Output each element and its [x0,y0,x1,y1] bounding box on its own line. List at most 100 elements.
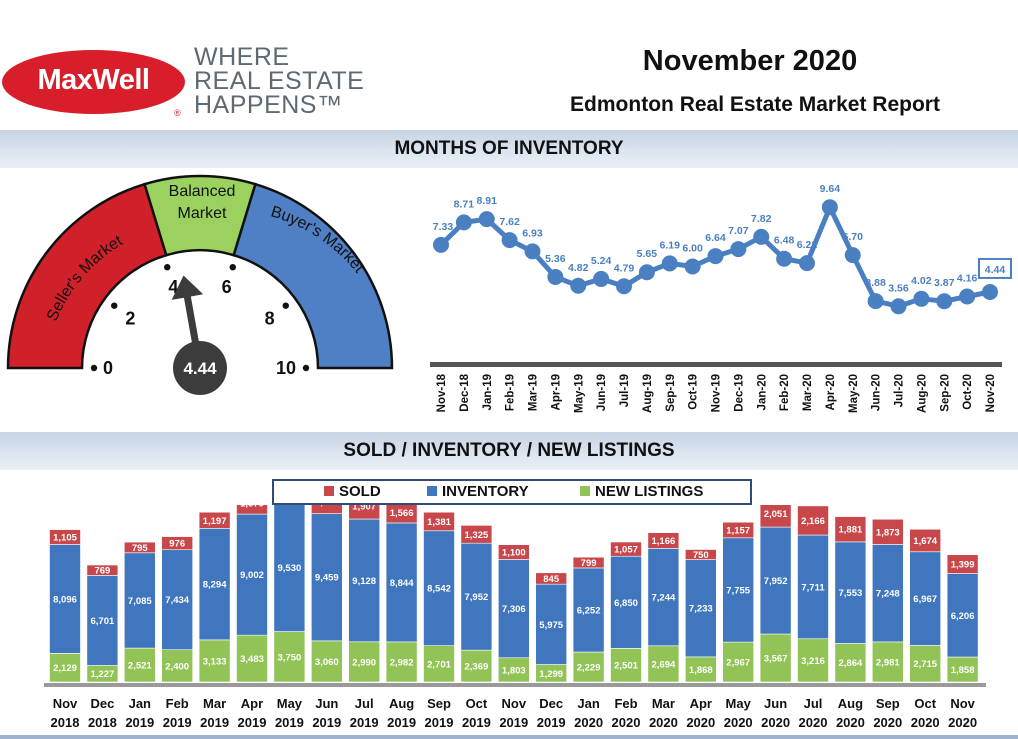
bar-segment-inventory [273,505,306,632]
line-x-tick-label: Nov-18 [436,373,448,412]
bar-segment-new-listings [236,634,268,683]
bar-value-label: 1,105 [53,533,77,544]
line-data-label: 6.93 [522,227,543,239]
line-x-tick-label: Feb-19 [505,374,517,411]
line-x-tick-label: Sep-19 [665,374,677,412]
legend-swatch-new-listings [580,486,590,496]
bar-x-month-label: Jul [804,696,823,711]
bar-segment-sold [647,532,680,549]
bar-value-label: 1,197 [203,516,227,527]
bar-chart-x-labels: Nov 2018 Dec 2018 Jan 2019 Feb 2019 Mar 2019 Apr 20… [51,696,978,730]
bar-x-year-label: 2019 [425,715,454,730]
line-data-label: 5.36 [545,253,566,265]
bar-segment-inventory [610,555,642,649]
bar-x-month-label: Mar [203,696,226,711]
gauge-needle: 4.44 [171,275,227,395]
line-point [593,270,610,287]
legend-item-inventory: INVENTORY [427,483,529,500]
bar-value-label: 1,804 [315,505,339,508]
bar-value-label: 6,252 [577,605,601,616]
bar-value-label: 1,907 [352,505,376,513]
bar-value-label: 9,459 [315,573,339,584]
bar-value-label: 6,967 [913,594,937,605]
bar-segment-new-listings [909,645,942,683]
line-x-tick-label: Jun-19 [596,374,608,411]
line-point [501,232,518,249]
bar-segment-sold [909,528,942,553]
bar-value-label: 6,850 [614,598,638,609]
bar-value-label: 7,244 [652,593,676,604]
gauge-tick-dot-6 [229,263,236,271]
bar-value-label: 1,227 [91,669,115,680]
legend-swatch-sold [324,486,334,496]
bar-x-year-label: 2020 [686,715,715,730]
bar-value-label: 9,128 [352,576,376,587]
bar-x-year-label: 2019 [499,715,528,730]
sellers-market-zone [6,182,168,370]
bar-value-label: 1,803 [502,665,526,676]
line-x-tick-label: Sep-20 [939,374,951,412]
gauge-tick-dot-10 [302,364,310,372]
line-x-tick-label: Apr-20 [825,374,837,410]
bar-segment-inventory [722,537,755,643]
line-point [570,277,587,294]
line-data-label: 9.64 [820,183,841,195]
line-data-label: 5.65 [637,248,658,260]
bar-x-year-label: 2019 [387,715,416,730]
bar-value-label: 3,483 [240,654,264,665]
bar-x-month-label: Nov [950,696,975,711]
bar-value-label: 6,701 [91,616,115,627]
bar-value-label: 2,166 [801,516,825,527]
bar-value-label: 3,750 [278,652,302,663]
bar-segment-sold [236,505,268,515]
gauge-tick-label-4: 4 [168,277,178,297]
bar-value-label: 799 [581,558,597,569]
bar-x-year-label: 2020 [948,715,977,730]
line-chart-x-labels: Nov-18 Dec-18 Jan-19 Feb-19 Mar-19 Apr-19 May-… [436,373,997,413]
gauge-value-label: 4.44 [183,359,217,378]
line-x-tick-label: Dec-19 [733,374,745,412]
bar-value-label: 2,990 [352,657,376,668]
report-month: November 2020 [642,45,858,77]
bar-x-month-label: Sep [427,696,451,711]
gauge-hub [173,341,227,395]
bar-value-label: 2,400 [165,661,189,672]
bar-value-label: 1,166 [652,536,676,547]
line-point [776,250,793,267]
line-data-label: 6.48 [774,235,795,247]
line-data-label: 7.62 [499,216,520,228]
bar-value-label: 2,981 [876,657,900,668]
bar-segment-new-listings [684,656,717,683]
bar-x-year-label: 2019 [312,715,341,730]
bar-value-label: 7,434 [165,595,189,606]
bar-value-label: 2,701 [427,659,451,670]
bar-segment-sold [759,505,792,528]
line-x-tick-label: Aug-20 [916,374,928,413]
bar-x-year-label: 2020 [799,715,828,730]
line-x-tick-label: Jan-19 [482,374,494,410]
bar-value-label: 1,299 [539,669,563,680]
bar-segment-sold [423,511,455,532]
bar-x-month-label: Apr [690,696,712,711]
line-x-tick-label: Oct-20 [962,374,974,410]
bar-segment-inventory [86,575,119,666]
bar-segment-new-listings [871,641,904,683]
line-chart-axis [430,362,1002,367]
bar-segment-sold [385,505,418,524]
line-point [959,288,976,305]
bar-x-month-label: Jun [764,696,787,711]
bar-segment-inventory [236,513,268,636]
bar-value-label: 750 [693,550,709,561]
line-point [753,228,770,245]
bar-value-label: 3,060 [315,657,339,668]
line-x-tick-label: Jun-20 [871,374,883,411]
bar-chart-floor [44,683,986,687]
line-data-label: 6.19 [660,239,681,251]
bar-x-year-label: 2020 [574,715,603,730]
bar-x-month-label: Jan [129,696,151,711]
bar-value-label: 2,864 [839,658,863,669]
bar-x-month-label: May [277,696,303,711]
bar-segment-new-listings [273,631,306,683]
bar-segment-sold [497,544,530,560]
bar-x-year-label: 2018 [51,715,80,730]
